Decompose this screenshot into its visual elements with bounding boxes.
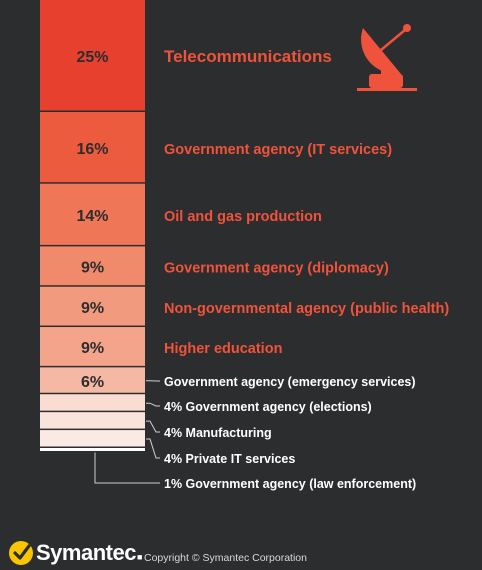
satellite-dish-icon <box>357 24 417 91</box>
bar-segment <box>40 286 145 326</box>
category-label: Oil and gas production <box>164 209 322 225</box>
copyright-text: Copyright © Symantec Corporation <box>144 552 307 564</box>
value-label: 9% <box>81 300 104 317</box>
brand-mark-dot: ■ <box>136 552 143 562</box>
bar-segments <box>40 0 145 451</box>
category-label: Government agency (diplomacy) <box>164 261 389 277</box>
category-label: Non-governmental agency (public health) <box>164 301 449 317</box>
value-label: 9% <box>81 340 104 357</box>
value-label: 6% <box>81 374 104 391</box>
category-label: 4% Government agency (elections) <box>164 400 372 414</box>
value-label: 9% <box>81 260 104 277</box>
stacked-bar-chart: 25% 16% 14% 9% 9% 9% 6% Telecommunications Gove… <box>40 0 449 491</box>
category-label: 4% Private IT services <box>164 452 295 466</box>
value-label: 14% <box>76 208 108 225</box>
bar-segment <box>40 327 145 366</box>
value-label: 16% <box>76 141 108 158</box>
category-label: Government agency (IT services) <box>164 142 392 158</box>
bar-segment <box>40 448 145 451</box>
value-label: 25% <box>76 49 108 66</box>
brand-name: Symantec <box>36 540 136 565</box>
category-labels: Telecommunications Government agency (IT … <box>164 47 449 491</box>
category-label: Higher education <box>164 341 282 357</box>
category-label: Government agency (emergency services) <box>164 375 416 389</box>
leader-lines <box>94 380 160 484</box>
leader-line <box>94 452 160 484</box>
symantec-logo: Symantec ■ <box>8 540 142 566</box>
category-label: Telecommunications <box>164 47 332 66</box>
leader-line <box>146 438 160 459</box>
bar-segment <box>40 367 145 393</box>
bar-segment <box>40 112 145 183</box>
bar-segment <box>40 0 145 111</box>
leader-line <box>146 420 160 433</box>
category-label: 4% Manufacturing <box>164 426 272 440</box>
value-labels: 25% 16% 14% 9% 9% 9% 6% <box>76 49 108 391</box>
bar-segment <box>40 430 145 447</box>
bar-segment <box>40 246 145 286</box>
checkmark-logo-icon <box>9 541 33 565</box>
bar-segment <box>40 183 145 245</box>
bar-segment <box>40 412 145 429</box>
leader-line <box>146 402 160 407</box>
bar-segment <box>40 394 145 411</box>
category-label: 1% Government agency (law enforcement) <box>164 477 416 491</box>
